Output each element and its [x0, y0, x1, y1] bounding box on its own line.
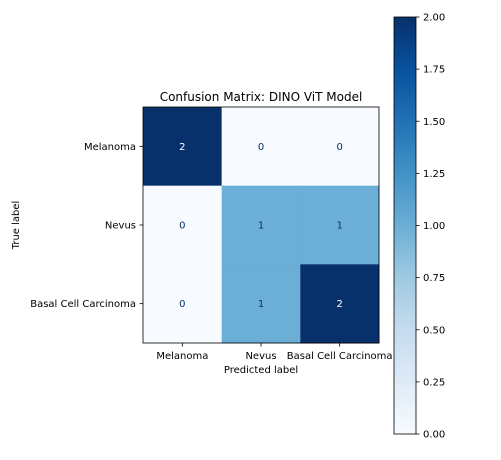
colorbar-tick-label: 0.00 — [423, 430, 445, 441]
heatmap-cell — [143, 264, 223, 344]
colorbar-tick-label: 1.25 — [423, 169, 445, 180]
x-tick-label: Nevus — [245, 351, 276, 362]
y-tick-label: Melanoma — [84, 142, 136, 153]
y-axis-ticks: Melanoma Nevus Basal Cell Carcinoma — [30, 142, 143, 310]
chart-title: Confusion Matrix: DINO ViT Model — [160, 90, 363, 104]
heatmap-cell — [300, 107, 380, 187]
cell-value-label: 1 — [258, 299, 264, 310]
colorbar-tick-label: 1.75 — [423, 65, 445, 76]
heatmap-cell — [143, 107, 223, 187]
colorbar-ticks: 0.00 0.25 0.50 0.75 1.00 1.25 1.50 1.75 2.00 — [416, 13, 445, 441]
cell-value-label: 0 — [336, 142, 342, 153]
cell-value-label: 2 — [179, 142, 185, 153]
colorbar-tick-label: 2.00 — [423, 13, 445, 24]
colorbar — [393, 16, 417, 435]
heatmap-cells: 2 0 0 0 1 1 0 1 2 — [143, 107, 380, 344]
heatmap-cell — [143, 185, 223, 265]
heatmap-cell — [300, 185, 380, 265]
colorbar-tick-label: 0.75 — [423, 273, 445, 284]
x-tick-label: Melanoma — [156, 351, 208, 362]
heatmap-cell — [221, 107, 301, 187]
colorbar-tick-label: 0.50 — [423, 325, 445, 336]
y-tick-label: Basal Cell Carcinoma — [30, 299, 136, 310]
colorbar-tick-label: 0.25 — [423, 377, 445, 388]
x-axis-label: Predicted label — [224, 365, 298, 376]
y-axis-label: True label — [11, 201, 22, 251]
cell-value-label: 1 — [336, 221, 342, 232]
x-axis-ticks: Melanoma Nevus Basal Cell Carcinoma — [156, 343, 393, 362]
x-tick-label: Basal Cell Carcinoma — [287, 351, 393, 362]
cell-value-label: 1 — [258, 221, 264, 232]
colorbar-tick-label: 1.50 — [423, 117, 445, 128]
cell-value-label: 0 — [179, 221, 185, 232]
heatmap-cell — [221, 185, 301, 265]
colorbar-tick-label: 1.00 — [423, 221, 445, 232]
heatmap-cell — [221, 264, 301, 344]
y-tick-label: Nevus — [105, 221, 136, 232]
cell-value-label: 0 — [258, 142, 264, 153]
cell-value-label: 0 — [179, 299, 185, 310]
heatmap-cell — [300, 264, 380, 344]
cell-value-label: 2 — [336, 299, 342, 310]
